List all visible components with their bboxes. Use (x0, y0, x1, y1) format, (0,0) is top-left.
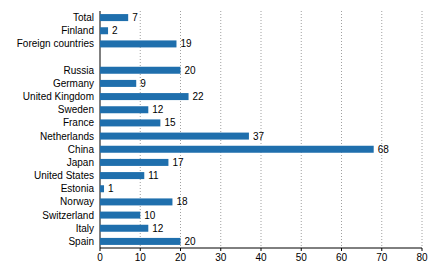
bar (100, 40, 176, 47)
bar (100, 133, 249, 140)
bar (100, 106, 148, 113)
tick-label: 10 (135, 252, 147, 263)
bar (100, 225, 148, 232)
bar (100, 14, 128, 21)
category-label: United States (34, 170, 94, 181)
category-label: Italy (76, 223, 94, 234)
category-label: Finland (61, 25, 94, 36)
grid-line (220, 11, 221, 248)
category-label: Germany (53, 78, 94, 89)
data-label: 15 (164, 117, 176, 128)
tick-label: 30 (215, 252, 227, 263)
grid-line (381, 11, 382, 248)
bar (100, 238, 181, 245)
bar (100, 172, 144, 179)
data-label: 20 (185, 236, 197, 247)
tick-label: 60 (336, 252, 348, 263)
data-label: 20 (185, 65, 197, 76)
x-axis (100, 248, 422, 249)
bar (100, 93, 189, 100)
data-label: 12 (152, 223, 164, 234)
grid-line (261, 11, 262, 248)
category-label: France (63, 117, 95, 128)
bars (100, 14, 374, 245)
grid-line (422, 11, 423, 248)
data-label: 22 (193, 91, 205, 102)
chart-root: 0 10 20 30 40 50 60 70 80 Total 7 Finland 2 Foreign c… (0, 0, 442, 272)
category-label: Norway (60, 196, 94, 207)
category-label: China (68, 144, 95, 155)
tick-label: 50 (296, 252, 308, 263)
category-label: Switzerland (42, 210, 94, 221)
data-label: 7 (132, 12, 138, 23)
data-label: 37 (253, 131, 265, 142)
data-label: 12 (152, 104, 164, 115)
category-label: Spain (68, 236, 94, 247)
bar (100, 212, 140, 219)
data-label: 19 (180, 38, 192, 49)
data-label: 9 (140, 78, 146, 89)
bar (100, 198, 172, 205)
chart-svg: 0 10 20 30 40 50 60 70 80 Total 7 Finland 2 Foreign c… (0, 0, 442, 272)
tick-label: 70 (376, 252, 388, 263)
data-label: 68 (378, 144, 390, 155)
tick-label: 20 (175, 252, 187, 263)
data-label: 10 (144, 210, 156, 221)
data-label: 17 (172, 157, 184, 168)
category-label: Foreign countries (17, 38, 94, 49)
bar (100, 185, 104, 192)
category-label: Total (73, 12, 94, 23)
bar (100, 146, 374, 153)
bar (100, 119, 160, 126)
category-label: Russia (63, 65, 94, 76)
category-label: United Kingdom (23, 91, 94, 102)
category-label: Sweden (58, 104, 94, 115)
tick-label: 0 (97, 252, 103, 263)
category-label: Japan (67, 157, 94, 168)
category-label: Estonia (61, 183, 95, 194)
grid-line (341, 11, 342, 248)
data-label: 18 (176, 196, 188, 207)
tick-label: 40 (255, 252, 267, 263)
bar (100, 27, 108, 34)
bar (100, 159, 168, 166)
data-label: 2 (112, 25, 118, 36)
bar (100, 80, 136, 87)
data-label: 1 (108, 183, 114, 194)
category-label: Netherlands (40, 131, 94, 142)
tick-label: 80 (416, 252, 428, 263)
data-label: 11 (148, 170, 159, 181)
grid-line (301, 11, 302, 248)
bar (100, 67, 181, 74)
